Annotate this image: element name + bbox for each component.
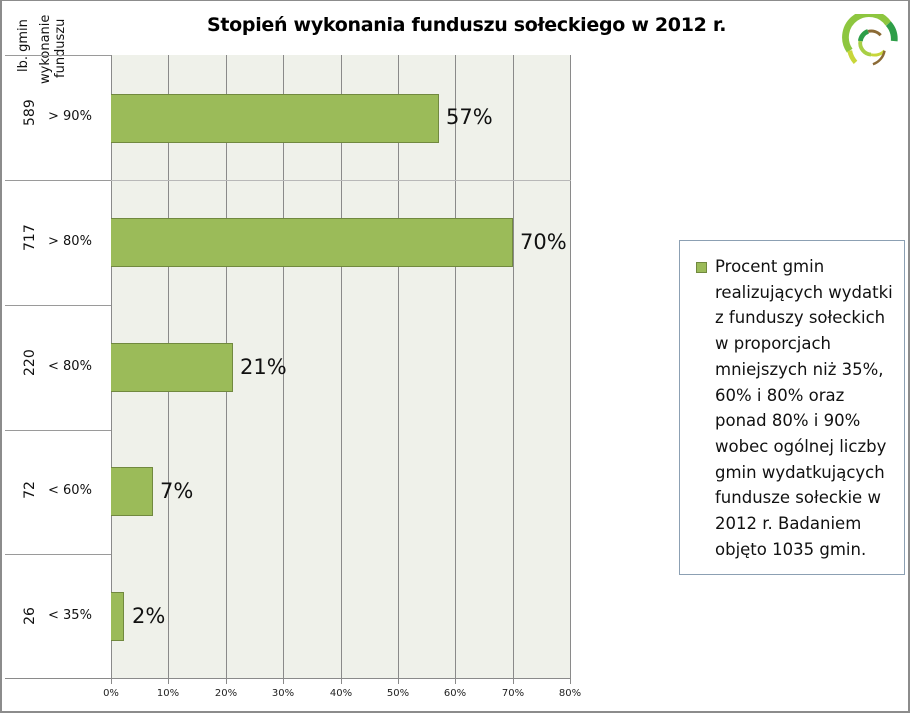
legend-text: Procent gmin realizujących wydatki z fun… xyxy=(715,257,893,559)
x-tick-label: 80% xyxy=(558,688,582,699)
bar-data-label: 70% xyxy=(520,230,567,254)
gridline xyxy=(455,55,456,684)
x-tick-label: 50% xyxy=(386,688,410,699)
row-gmin-count: 220 xyxy=(22,349,38,376)
x-tick-label: 70% xyxy=(501,688,525,699)
row-separator xyxy=(5,180,111,181)
x-tick-label: 10% xyxy=(156,688,180,699)
row-gmin-count: 72 xyxy=(22,481,38,499)
chart-title: Stopień wykonania funduszu sołeckiego w … xyxy=(207,14,727,36)
column-header-gmin-count: lb. gmin xyxy=(16,19,31,72)
gridline xyxy=(513,55,514,684)
x-axis xyxy=(5,678,571,679)
row-category-label: > 80% xyxy=(48,234,92,249)
row-separator xyxy=(111,180,571,181)
gridline xyxy=(570,55,571,684)
bar xyxy=(111,94,439,143)
row-category-label: < 80% xyxy=(48,359,92,374)
bar-data-label: 2% xyxy=(132,604,166,628)
row-separator xyxy=(5,554,111,555)
x-tick-label: 30% xyxy=(271,688,295,699)
gridline xyxy=(341,55,342,684)
row-separator xyxy=(5,430,111,431)
bar xyxy=(111,218,513,267)
gridline xyxy=(283,55,284,684)
gridline xyxy=(398,55,399,684)
green-circular-swirl-logo-icon xyxy=(842,14,898,66)
legend: Procent gmin realizujących wydatki z fun… xyxy=(679,240,905,575)
x-tick-label: 20% xyxy=(214,688,238,699)
table-header-separator xyxy=(5,55,111,56)
column-header-execution-line1: wykonanie xyxy=(38,14,53,84)
bar xyxy=(111,343,233,392)
column-header-execution-line2: funduszu xyxy=(53,18,68,78)
row-category-label: < 35% xyxy=(48,608,92,623)
row-category-label: < 60% xyxy=(48,483,92,498)
row-separator xyxy=(5,305,111,306)
row-gmin-count: 26 xyxy=(22,607,38,625)
column-header-execution: wykonanie funduszu xyxy=(38,15,68,84)
bar-data-label: 57% xyxy=(446,105,493,129)
x-tick-label: 40% xyxy=(329,688,353,699)
bar-data-label: 7% xyxy=(160,479,194,503)
row-category-label: > 90% xyxy=(48,109,92,124)
bar-data-label: 21% xyxy=(240,355,287,379)
bar xyxy=(111,467,153,516)
legend-swatch xyxy=(696,262,707,273)
row-gmin-count: 717 xyxy=(22,224,38,251)
bar xyxy=(111,592,124,641)
x-tick-label: 0% xyxy=(103,688,119,699)
row-gmin-count: 589 xyxy=(22,99,38,126)
x-tick-label: 60% xyxy=(443,688,467,699)
